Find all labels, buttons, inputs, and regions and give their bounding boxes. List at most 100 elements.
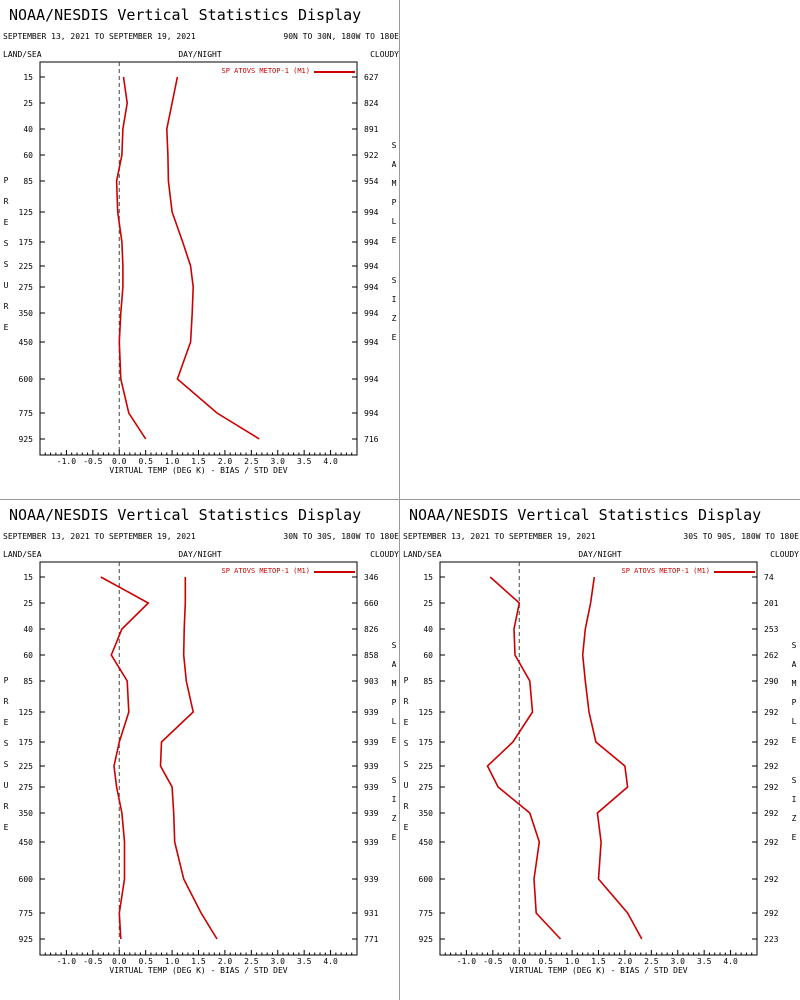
pressure-level-label: 775 bbox=[19, 409, 34, 418]
pressure-level-label: 275 bbox=[419, 783, 434, 792]
x-tick-label: 2.5 bbox=[244, 957, 259, 966]
pressure-side-letter: R bbox=[4, 802, 9, 811]
pressure-level-label: 125 bbox=[19, 208, 34, 217]
date-range: SEPTEMBER 13, 2021 TO SEPTEMBER 19, 2021 bbox=[403, 532, 596, 541]
pressure-level-label: 175 bbox=[419, 738, 434, 747]
date-range: SEPTEMBER 13, 2021 TO SEPTEMBER 19, 2021 bbox=[3, 32, 196, 41]
pressure-level-label: 60 bbox=[423, 651, 433, 660]
region-label: 30N TO 30S, 180W TO 180E bbox=[283, 532, 399, 541]
sample-size-side-letter: A bbox=[392, 160, 397, 169]
land-sea-label: LAND/SEA bbox=[3, 550, 42, 559]
x-tick-label: -0.5 bbox=[83, 457, 102, 466]
sample-size-side-letter: E bbox=[792, 736, 797, 745]
x-tick-label: 1.5 bbox=[191, 457, 206, 466]
pressure-level-label: 925 bbox=[419, 935, 434, 944]
chart-title: NOAA/NESDIS Vertical Statistics Display bbox=[409, 506, 761, 524]
x-tick-label: -1.0 bbox=[57, 457, 76, 466]
day-night-label: DAY/NIGHT bbox=[178, 550, 222, 559]
pressure-side-letter: S bbox=[4, 260, 9, 269]
x-tick-label: 0.5 bbox=[538, 957, 553, 966]
x-tick-label: 1.0 bbox=[165, 457, 180, 466]
pressure-side-letter: R bbox=[4, 197, 9, 206]
pressure-level-label: 175 bbox=[19, 738, 34, 747]
sample-size-label: 931 bbox=[364, 909, 379, 918]
pressure-side-letter: U bbox=[4, 781, 9, 790]
vertical-stats-chart: NOAA/NESDIS Vertical Statistics Display S… bbox=[403, 506, 799, 975]
pressure-level-label: 225 bbox=[19, 262, 34, 271]
chart-title: NOAA/NESDIS Vertical Statistics Display bbox=[9, 6, 361, 24]
sample-size-side-letter: E bbox=[392, 736, 397, 745]
x-tick-label: 1.0 bbox=[565, 957, 580, 966]
pressure-side-letter: E bbox=[404, 718, 409, 727]
x-tick-label: -0.5 bbox=[83, 957, 102, 966]
sample-size-label: 939 bbox=[364, 875, 379, 884]
pressure-level-label: 225 bbox=[19, 762, 34, 771]
pressure-level-label: 925 bbox=[19, 435, 34, 444]
sample-size-label: 292 bbox=[764, 809, 779, 818]
sample-size-side-letter: E bbox=[792, 833, 797, 842]
x-tick-label: 2.0 bbox=[218, 957, 233, 966]
pressure-level-label: 60 bbox=[23, 651, 33, 660]
pressure-level-label: 600 bbox=[419, 875, 434, 884]
sample-size-label: 74 bbox=[764, 573, 774, 582]
x-tick-label: 3.0 bbox=[271, 957, 286, 966]
pressure-level-label: 15 bbox=[23, 573, 33, 582]
sample-size-side-letter: S bbox=[392, 776, 397, 785]
x-tick-label: 1.5 bbox=[191, 957, 206, 966]
x-axis-label: VIRTUAL TEMP (DEG K) - BIAS / STD DEV bbox=[109, 466, 287, 475]
sample-size-label: 716 bbox=[364, 435, 379, 444]
land-sea-label: LAND/SEA bbox=[3, 50, 42, 59]
sample-size-side-letter: P bbox=[792, 698, 797, 707]
sample-size-label: 292 bbox=[764, 909, 779, 918]
sample-size-side-letter: Z bbox=[392, 314, 397, 323]
x-tick-label: 4.0 bbox=[723, 957, 738, 966]
vertical-stats-panel-1: NOAA/NESDIS Vertical Statistics Display S… bbox=[0, 0, 400, 500]
sample-size-label: 858 bbox=[364, 651, 379, 660]
pressure-level-label: 175 bbox=[19, 238, 34, 247]
vertical-stats-panel-2: NOAA/NESDIS Vertical Statistics Display S… bbox=[0, 500, 400, 1000]
x-axis-label: VIRTUAL TEMP (DEG K) - BIAS / STD DEV bbox=[509, 966, 687, 975]
pressure-level-label: 450 bbox=[419, 838, 434, 847]
pressure-side-letter: P bbox=[404, 676, 409, 685]
x-tick-label: 3.0 bbox=[271, 457, 286, 466]
pressure-level-label: 350 bbox=[19, 309, 34, 318]
sample-size-side-letter: M bbox=[392, 679, 397, 688]
sample-size-label: 262 bbox=[764, 651, 779, 660]
pressure-level-label: 85 bbox=[23, 677, 33, 686]
sample-size-label: 994 bbox=[364, 208, 379, 217]
sample-size-label: 292 bbox=[764, 738, 779, 747]
sample-size-label: 994 bbox=[364, 309, 379, 318]
plot-frame bbox=[39, 561, 358, 956]
sample-size-side-letter: Z bbox=[392, 814, 397, 823]
sample-size-label: 939 bbox=[364, 762, 379, 771]
sample-size-side-letter: P bbox=[392, 198, 397, 207]
pressure-level-label: 15 bbox=[23, 73, 33, 82]
pressure-side-letter: U bbox=[4, 281, 9, 290]
day-night-label: DAY/NIGHT bbox=[178, 50, 222, 59]
day-night-label: DAY/NIGHT bbox=[578, 550, 622, 559]
x-tick-label: 1.5 bbox=[591, 957, 606, 966]
x-tick-label: 1.0 bbox=[165, 957, 180, 966]
horizontal-divider bbox=[0, 499, 800, 500]
sample-size-label: 891 bbox=[364, 125, 379, 134]
pressure-side-letter: R bbox=[404, 697, 409, 706]
pressure-side-letter: E bbox=[4, 718, 9, 727]
sample-size-label: 346 bbox=[364, 573, 379, 582]
sample-size-label: 660 bbox=[364, 599, 379, 608]
sample-size-label: 826 bbox=[364, 625, 379, 634]
x-tick-label: 4.0 bbox=[323, 457, 338, 466]
bias-line bbox=[486, 576, 562, 940]
sample-size-side-letter: L bbox=[392, 717, 397, 726]
vertical-stats-chart: NOAA/NESDIS Vertical Statistics Display S… bbox=[3, 506, 399, 975]
sample-size-side-letter: M bbox=[392, 179, 397, 188]
pressure-level-label: 450 bbox=[19, 838, 34, 847]
pressure-level-label: 125 bbox=[19, 708, 34, 717]
sample-size-side-letter: L bbox=[392, 217, 397, 226]
pressure-side-letter: S bbox=[404, 739, 409, 748]
sample-size-side-letter: E bbox=[392, 833, 397, 842]
legend-entry: SP ATOVS METOP-1 (M1) bbox=[221, 567, 310, 575]
sample-size-side-letter: L bbox=[792, 717, 797, 726]
plot-frame bbox=[439, 561, 758, 956]
pressure-level-label: 85 bbox=[423, 677, 433, 686]
pressure-level-label: 25 bbox=[423, 599, 433, 608]
